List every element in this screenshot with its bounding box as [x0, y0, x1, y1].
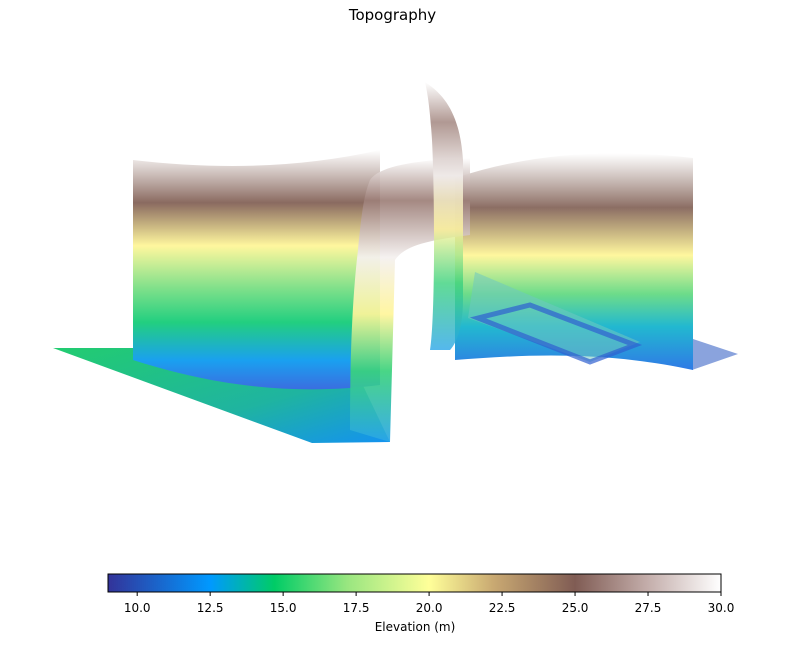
colorbar-tick-label: 20.0 — [416, 601, 443, 615]
colorbar-tick-label: 25.0 — [562, 601, 589, 615]
left-surface-wall — [133, 150, 380, 390]
colorbar-tick-label: 27.5 — [635, 601, 662, 615]
chart-title: Topography — [348, 6, 437, 24]
colorbar — [107, 573, 722, 593]
central-ridge-back — [425, 82, 463, 350]
colorbar-tick-label: 10.0 — [124, 601, 151, 615]
colorbar-ticks: 10.0 12.5 15.0 17.5 20.0 22.5 25.0 27.5 30.0 — [124, 592, 735, 615]
colorbar-tick-label: 12.5 — [197, 601, 224, 615]
colorbar-label: Elevation (m) — [374, 620, 456, 634]
colorbar-tick-label: 15.0 — [270, 601, 297, 615]
channel-inner-frame — [468, 272, 640, 362]
ground-plane-right — [690, 338, 738, 370]
channel-inner-rect — [469, 302, 643, 365]
colorbar-tick-label: 17.5 — [343, 601, 370, 615]
colorbar-tick-label: 30.0 — [708, 601, 735, 615]
colorbar-tick-label: 22.5 — [489, 601, 516, 615]
